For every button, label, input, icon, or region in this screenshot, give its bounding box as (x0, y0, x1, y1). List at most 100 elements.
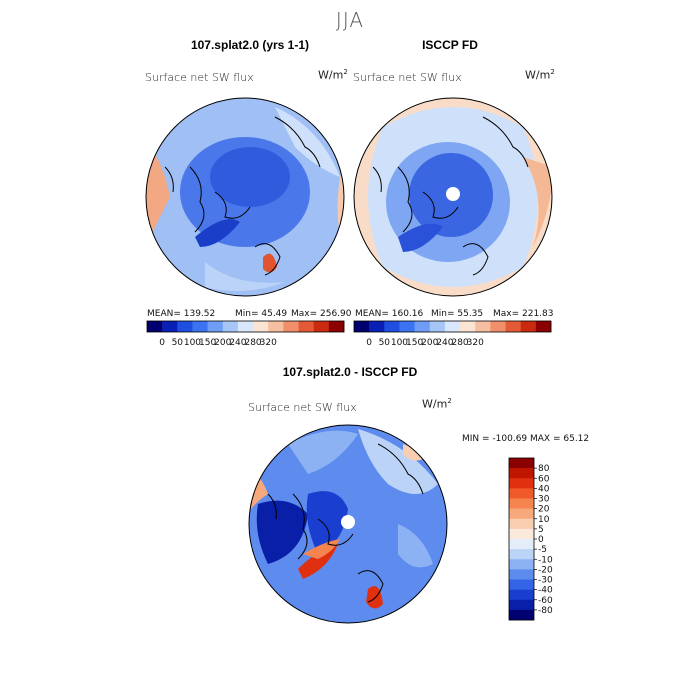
panel2-region-warm-east (523, 157, 552, 247)
panel3-region-dark-center (306, 491, 348, 554)
panel3-colorbar-swatch-4 (509, 498, 534, 509)
panel1-colorbar-swatch-2 (177, 321, 193, 332)
panel2-colorbar-label-3: 150 (406, 338, 423, 348)
panel3-colorbar-swatch-11 (509, 569, 534, 580)
panel2-colorbar-label-7: 320 (467, 338, 484, 348)
panel1-title: 107.splat2.0 (yrs 1-1) (190, 38, 310, 52)
panel3-colorbar-swatch-15 (509, 609, 534, 621)
panel1-coastlines (164, 116, 321, 276)
panel3-colorbar-swatch-9 (509, 549, 534, 560)
panel1-colorbar-label-7: 320 (260, 338, 277, 348)
panel3-region-warm-greenland (303, 539, 340, 559)
panel3-units: W/m2 (422, 397, 452, 411)
panel3-minmax: MIN = -100.69 MAX = 65.12 (462, 434, 590, 444)
panel3-variable: Surface net SW flux (248, 401, 357, 414)
panel2-colorbar-swatch-5 (429, 321, 446, 332)
season-title: JJA (335, 8, 365, 32)
panel3-colorbar-swatch-7 (509, 528, 534, 540)
panel3-region-light-n (288, 430, 358, 474)
panel1-colorbar-label-6: 280 (244, 338, 261, 348)
panel3-colorbar-label-5: 10 (538, 515, 550, 525)
panel1-region-greenland (195, 219, 240, 247)
panel1-colorbar-swatch-12 (328, 321, 345, 332)
panel1-border (145, 97, 345, 297)
panel3-title: 107.splat2.0 - ISCCP FD (282, 365, 418, 379)
panel1-min: Min= 45.49 (235, 309, 288, 319)
panel3-colorbar-swatch-5 (509, 508, 534, 520)
panel3-colorbar-label-1: 60 (538, 474, 550, 484)
panel1-region-light-ne (275, 107, 340, 177)
panel2-colorbar-swatch-9 (490, 321, 506, 332)
panel3-map (248, 424, 448, 624)
panel1-region-core (210, 147, 290, 207)
panel2-colorbar-label-1: 50 (379, 338, 391, 348)
panel1-colorbar-swatch-6 (237, 321, 254, 332)
panel1-colorbar-swatch-1 (162, 321, 178, 332)
panel3-colorbar-swatch-12 (509, 579, 534, 590)
panel3-colorbar-swatch-6 (509, 518, 534, 530)
panel1-colorbar-frame (146, 320, 345, 333)
panel3-colorbar-label-9: -10 (538, 555, 553, 565)
panel1-colorbar-swatch-7 (253, 321, 269, 332)
panel3-pole-gap (341, 515, 355, 529)
panel2-pole-gap (446, 187, 460, 201)
panel2-units: W/m2 (525, 68, 555, 82)
panel3-colorbar-swatch-2 (509, 478, 534, 489)
panel2-colorbar-swatch-8 (475, 321, 491, 332)
panel3-border (248, 424, 448, 624)
panel3-colorbar-swatch-8 (509, 539, 534, 550)
panel2-colorbar-swatch-6 (444, 321, 461, 332)
panel1-colorbar-label-3: 150 (199, 338, 216, 348)
panel3-coastlines (267, 443, 424, 603)
panel3-colorbar-label-4: 20 (538, 505, 550, 515)
panel1-colorbar-label-4: 200 (214, 338, 231, 348)
panel2-colorbar-label-2: 100 (391, 338, 408, 348)
panel1-colorbar-label-2: 100 (184, 338, 201, 348)
panel3-colorbar-swatch-10 (509, 559, 534, 570)
panel2-max: Max= 221.83 (493, 309, 554, 319)
panel2-coastlines (372, 116, 529, 276)
panel2-colorbar-swatch-3 (399, 321, 415, 332)
panel3-colorbar-label-7: 0 (538, 535, 544, 545)
panel3-colorbar-swatch-14 (509, 599, 534, 611)
panel3-colorbar-swatch-1 (509, 468, 534, 479)
panel2-colorbar-swatch-10 (505, 321, 521, 332)
panel2-title: ISCCP FD (422, 38, 478, 52)
panel1-mean: MEAN= 139.52 (147, 309, 216, 319)
panel3-colorbar-label-14: -80 (538, 606, 553, 616)
panel2-colorbar-label-5: 240 (436, 338, 453, 348)
panel1-colorbar-label-5: 240 (229, 338, 246, 348)
panel3-colorbar-swatch-0 (509, 458, 534, 469)
panel2-mean: MEAN= 160.16 (355, 309, 424, 319)
panel3-region-light-e (398, 524, 433, 568)
panel2-map (353, 97, 553, 297)
panel1-variable: Surface net SW flux (145, 71, 254, 84)
panel3-colorbar-label-8: -5 (538, 545, 547, 555)
panel1-colorbar-swatch-3 (192, 321, 208, 332)
panel1-colorbar-swatch-11 (313, 321, 330, 332)
panel1-colorbar-swatch-8 (268, 321, 284, 332)
panel2-colorbar-swatch-4 (414, 321, 431, 332)
panel1-colorbar-swatch-10 (298, 321, 314, 332)
panel1-colorbar-swatch-9 (283, 321, 299, 332)
panel3-colorbar-label-13: -60 (538, 596, 553, 606)
panel2-variable: Surface net SW flux (353, 71, 462, 84)
panel1-colorbar-label-0: 0 (159, 338, 165, 348)
panel2-colorbar-swatch-7 (460, 321, 476, 332)
panel3-region-hot-se (366, 586, 383, 609)
panel3-colorbar-swatch-13 (509, 589, 534, 601)
panel2-colorbar-swatch-2 (384, 321, 400, 332)
panel1-max: Max= 256.90 (291, 309, 352, 319)
panel3-region-deep-w (256, 500, 308, 564)
panel2-colorbar-frame (353, 320, 552, 333)
panel2-colorbar-swatch-1 (369, 321, 385, 332)
panel3-colorbar-label-6: 5 (538, 525, 544, 535)
panel2-colorbar-swatch-0 (354, 321, 370, 332)
panel3-colorbar-label-0: 80 (538, 464, 550, 474)
panel3-colorbar-swatch-3 (509, 488, 534, 499)
panel3-region-warm-ne (403, 444, 423, 461)
panel3-colorbar-label-11: -30 (538, 576, 553, 586)
panel2-colorbar-label-4: 200 (421, 338, 438, 348)
